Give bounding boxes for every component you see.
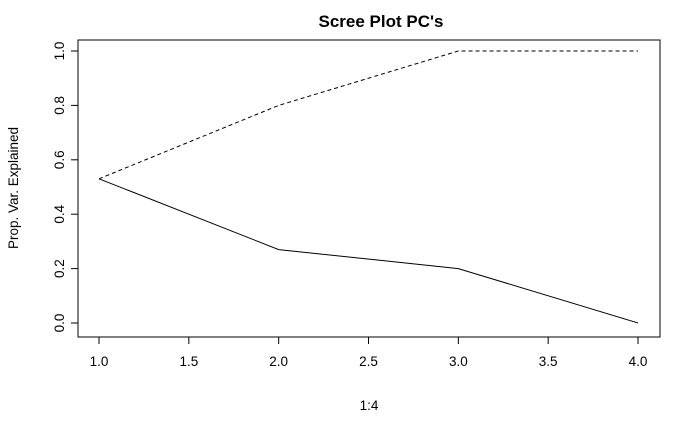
chart-title: Scree Plot PC's [319,12,444,31]
x-tick-label: 1.0 [90,354,109,369]
x-tick-label: 2.0 [269,354,288,369]
x-tick-label: 4.0 [629,354,648,369]
plot-frame [77,39,661,338]
y-tick-label: 0.6 [52,150,67,169]
variance-explained-line [98,178,639,324]
y-axis-label: Prop. Var. Explained [6,127,21,249]
x-tick-label: 2.5 [359,354,378,369]
cumulative-variance-line [98,50,638,180]
x-axis-label: 1:4 [360,398,379,413]
x-tick-label: 3.5 [539,354,558,369]
y-tick-label: 0.4 [52,204,67,223]
x-tick-label: 1.5 [179,354,198,369]
y-tick-label: 1.0 [52,42,67,61]
series-layer [98,50,639,324]
y-tick-label: 0.8 [52,96,67,115]
y-tick-label: 0.0 [52,314,67,333]
x-tick-label: 3.0 [449,354,468,369]
y-axis: 0.0 0.2 0.4 0.6 0.8 1.0 [52,42,79,333]
x-axis: 1.0 1.5 2.0 2.5 3.0 3.5 4.0 [90,336,648,369]
y-tick-label: 0.2 [52,259,67,278]
